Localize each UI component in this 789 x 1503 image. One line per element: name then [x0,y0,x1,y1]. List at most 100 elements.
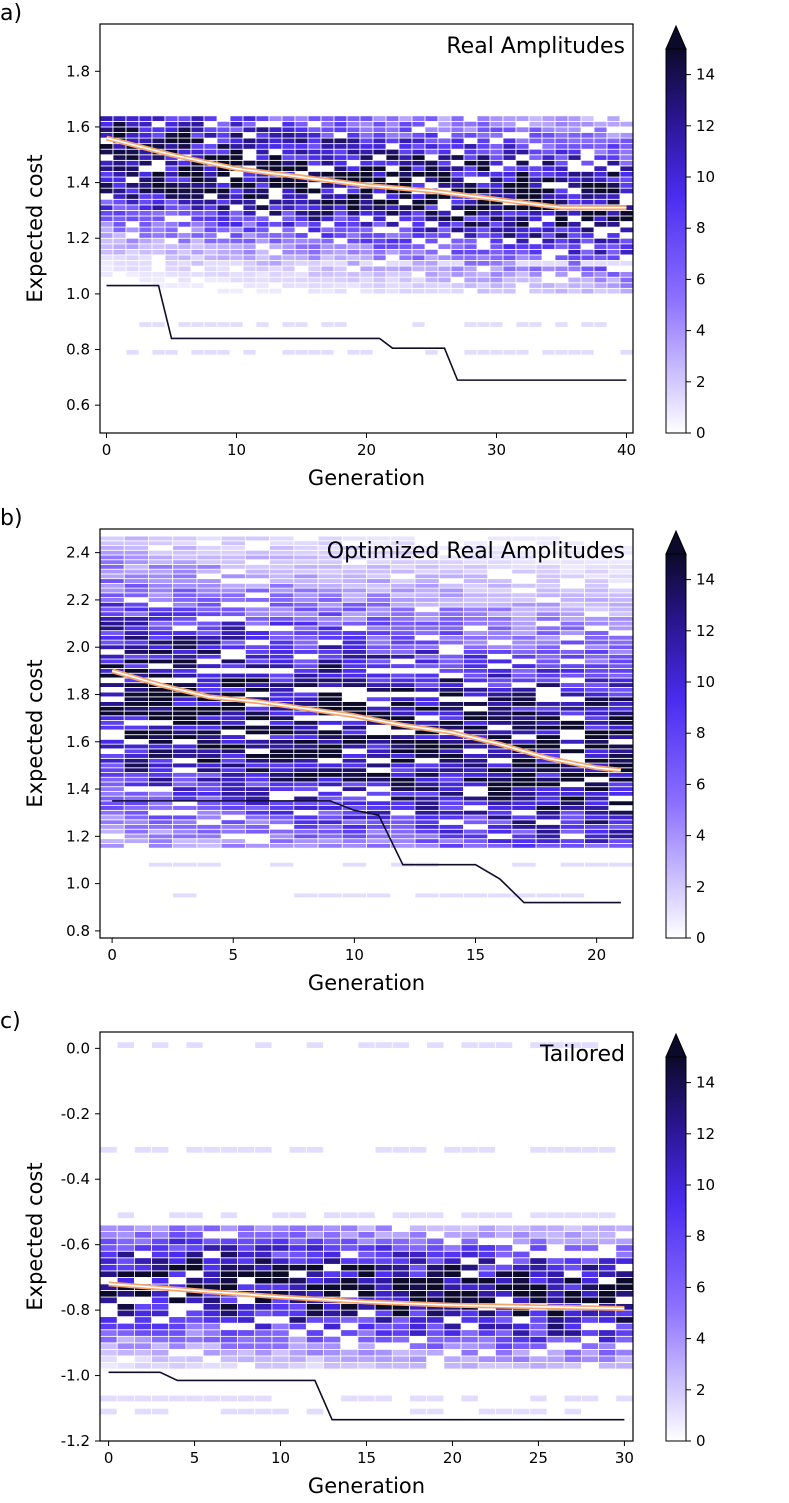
heatmap-cell [398,215,413,222]
heatmap-cell [293,762,319,769]
heatmap-cell [487,772,513,778]
heatmap-cell [244,805,270,811]
heatmap-cell [177,321,192,328]
heatmap-cell [99,663,125,669]
heatmap-cell [172,748,198,754]
heatmap-cell [489,143,504,150]
heatmap-cell [390,824,416,830]
y-tick-label: 1.4 [66,174,90,192]
heatmap-cell [172,573,198,580]
heatmap-cell [529,1270,548,1278]
heatmap-cell [219,1362,238,1370]
heatmap-cell [164,137,179,145]
heatmap-cell [502,221,517,228]
heatmap-cell [341,824,367,830]
heatmap-cell [99,215,114,222]
heatmap-cell [172,649,198,655]
heatmap-cell [366,653,392,660]
heatmap-cell [559,819,585,825]
heatmap-cell [133,1394,152,1403]
heatmap-cell [515,349,530,356]
heatmap-cell [593,321,608,328]
heatmap-cell [99,724,125,731]
heatmap-cell [138,132,153,139]
heatmap-cell [359,176,374,183]
heatmap-cell [426,1257,445,1265]
heatmap-cell [366,748,392,754]
heatmap-cell [220,757,246,764]
heatmap-cell [244,554,270,561]
heatmap-cell [460,1309,479,1318]
heatmap-cell [495,1270,514,1278]
heatmap-cell [254,1250,273,1259]
heatmap-cell [125,193,140,200]
colorbar-tick-label: 10 [696,673,715,691]
heatmap-cell [567,148,582,156]
heatmap-cell [495,1355,514,1363]
heatmap-cell [99,762,125,769]
heatmap-cell [390,601,416,608]
heatmap-cell [487,800,513,807]
heatmap-cell [177,126,192,133]
heatmap-cell [196,724,222,731]
heatmap-cell [463,564,489,570]
heatmap-cell [559,682,585,688]
heatmap-cell [390,682,416,688]
heatmap-cell [487,701,513,707]
heatmap-cell [463,132,478,139]
heatmap-cell [385,265,400,273]
heatmap-cell [426,1329,445,1337]
y-tick-label: 1.0 [66,285,90,303]
heatmap-cell [123,630,149,636]
heatmap-cell [546,1277,565,1285]
heatmap-cell [489,321,504,328]
heatmap-cell [123,663,149,669]
heatmap-cell [559,739,585,745]
heatmap-cell [216,237,231,245]
x-tick-label: 10 [345,946,364,964]
heatmap-cell [414,611,440,617]
heatmap-cell [359,282,374,289]
heatmap-cell [477,1296,496,1304]
heatmap-cell [148,658,174,665]
heatmap-cell [424,237,439,245]
heatmap-cell [190,226,205,234]
heatmap-cell [190,148,205,156]
heatmap-cell [148,705,174,712]
heatmap-cell [281,143,296,150]
heatmap-cell [424,260,439,267]
heatmap-cell [559,630,585,636]
heatmap-cell [593,215,608,222]
heatmap-cell [372,287,387,295]
heatmap-cell [148,814,174,821]
colorbar-tick-label: 0 [696,929,706,947]
heatmap-cell [269,606,295,613]
heatmap-cell [581,1290,600,1298]
heatmap-cell [409,1309,428,1318]
heatmap-cell [164,260,179,267]
heatmap-cell [237,1237,256,1246]
heatmap-cell [220,620,246,627]
heatmap-cell [372,232,387,239]
heatmap-cell [151,1322,170,1331]
heatmap-cell [99,653,125,660]
heatmap-cell [546,1362,565,1370]
heatmap-cell [254,1237,273,1246]
heatmap-cell [148,739,174,745]
heatmap-cell [305,1146,324,1154]
heatmap-cell [293,568,319,575]
heatmap-cell [495,1335,514,1344]
heatmap-cell [293,559,319,565]
heatmap-cell [237,1303,256,1311]
heatmap-cell [580,132,595,139]
heatmap-cell [112,148,127,156]
heatmap-cell [244,568,270,575]
heatmap-cell [164,265,179,273]
heatmap-cell [515,248,530,256]
heatmap-cell [333,260,348,267]
heatmap-cell [390,582,416,589]
y-tick-label: 0.8 [66,922,90,940]
heatmap-cell [293,611,319,617]
heatmap-cell [487,691,513,698]
